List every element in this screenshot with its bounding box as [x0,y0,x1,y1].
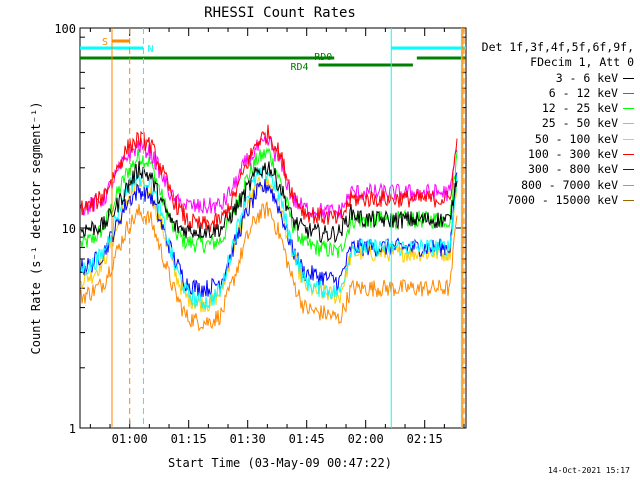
x-axis-label: Start Time (03-May-09 00:47:22) [168,456,392,470]
legend-entry: 50 - 100 keV [478,132,634,147]
legend-entry-label: 50 - 100 keV [534,131,618,146]
generation-timestamp: 14-Oct-2021 15:17 [548,466,630,475]
legend-header-line-2: FDecim 1, Att 0 [530,55,634,70]
legend-swatch [623,154,634,156]
series-line-800to7000kev [80,201,458,332]
legend-entry: 12 - 25 keV [478,101,634,116]
plot-axes: 01:00 01:15 01:30 01:45 02:00 02:15 1 10 100 [54,22,467,446]
legend-swatch [623,108,634,110]
legend-entry-label: 3 - 6 keV [555,70,618,85]
x-tick-label: 02:00 [348,432,384,446]
legend-entry: 25 - 50 keV [478,116,634,131]
x-tick-label: 01:45 [289,432,325,446]
legend-entry: 7000 - 15000 keV [478,193,634,208]
legend-swatch [623,138,634,140]
x-tick-label: 02:15 [407,432,443,446]
y-tick-label: 100 [54,22,76,36]
legend-header-line-1: Det 1f,3f,4f,5f,6f,9f, [481,40,634,54]
legend-entries: 3 - 6 keV 6 - 12 keV 12 - 25 keV 25 - 50 ke… [478,71,634,209]
legend-entry-label: 25 - 50 keV [541,116,618,131]
chart-title: RHESSI Count Rates [204,5,356,21]
legend-entry: 3 - 6 keV [478,71,634,86]
legend-entry-label: 300 - 800 keV [527,162,618,177]
legend-swatch [623,92,634,94]
legend: Det 1f,3f,4f,5f,6f,9f, FDecim 1, Att 0 3… [478,40,634,208]
legend-entry-label: 6 - 12 keV [548,85,618,100]
status-flags: S N RD0 RD4 [80,37,466,73]
x-tick-label: 01:15 [171,432,207,446]
y-axis-label: Count Rate (s⁻¹ detector segment⁻¹) [29,102,43,355]
x-tick-label: 01:30 [230,432,266,446]
plot-frame [79,27,467,429]
legend-swatch [623,169,634,171]
legend-swatch [623,123,634,125]
legend-swatch [623,184,634,186]
flag-label-rd4: RD4 [290,62,308,73]
flag-label-rd0: RD0 [314,52,332,63]
legend-entry: 800 - 7000 keV [478,178,634,193]
flag-label-s: S [102,37,108,48]
count-rate-series [80,124,458,332]
event-markers [111,28,465,428]
y-tick-label: 1 [69,422,76,436]
legend-entry: 100 - 300 keV [478,147,634,162]
series-line-6to12kev [80,135,458,220]
legend-swatch [623,199,634,201]
legend-entry-label: 12 - 25 keV [541,101,618,116]
legend-entry-label: 100 - 300 keV [527,147,618,162]
flag-label-n: N [147,44,153,55]
legend-entry-label: 800 - 7000 keV [521,177,618,192]
legend-swatch [623,77,634,79]
y-tick-label: 10 [62,222,76,236]
legend-entry-label: 7000 - 15000 keV [507,192,618,207]
legend-entry: 300 - 800 keV [478,162,634,177]
x-tick-label: 01:00 [112,432,148,446]
legend-entry: 6 - 12 keV [478,86,634,101]
